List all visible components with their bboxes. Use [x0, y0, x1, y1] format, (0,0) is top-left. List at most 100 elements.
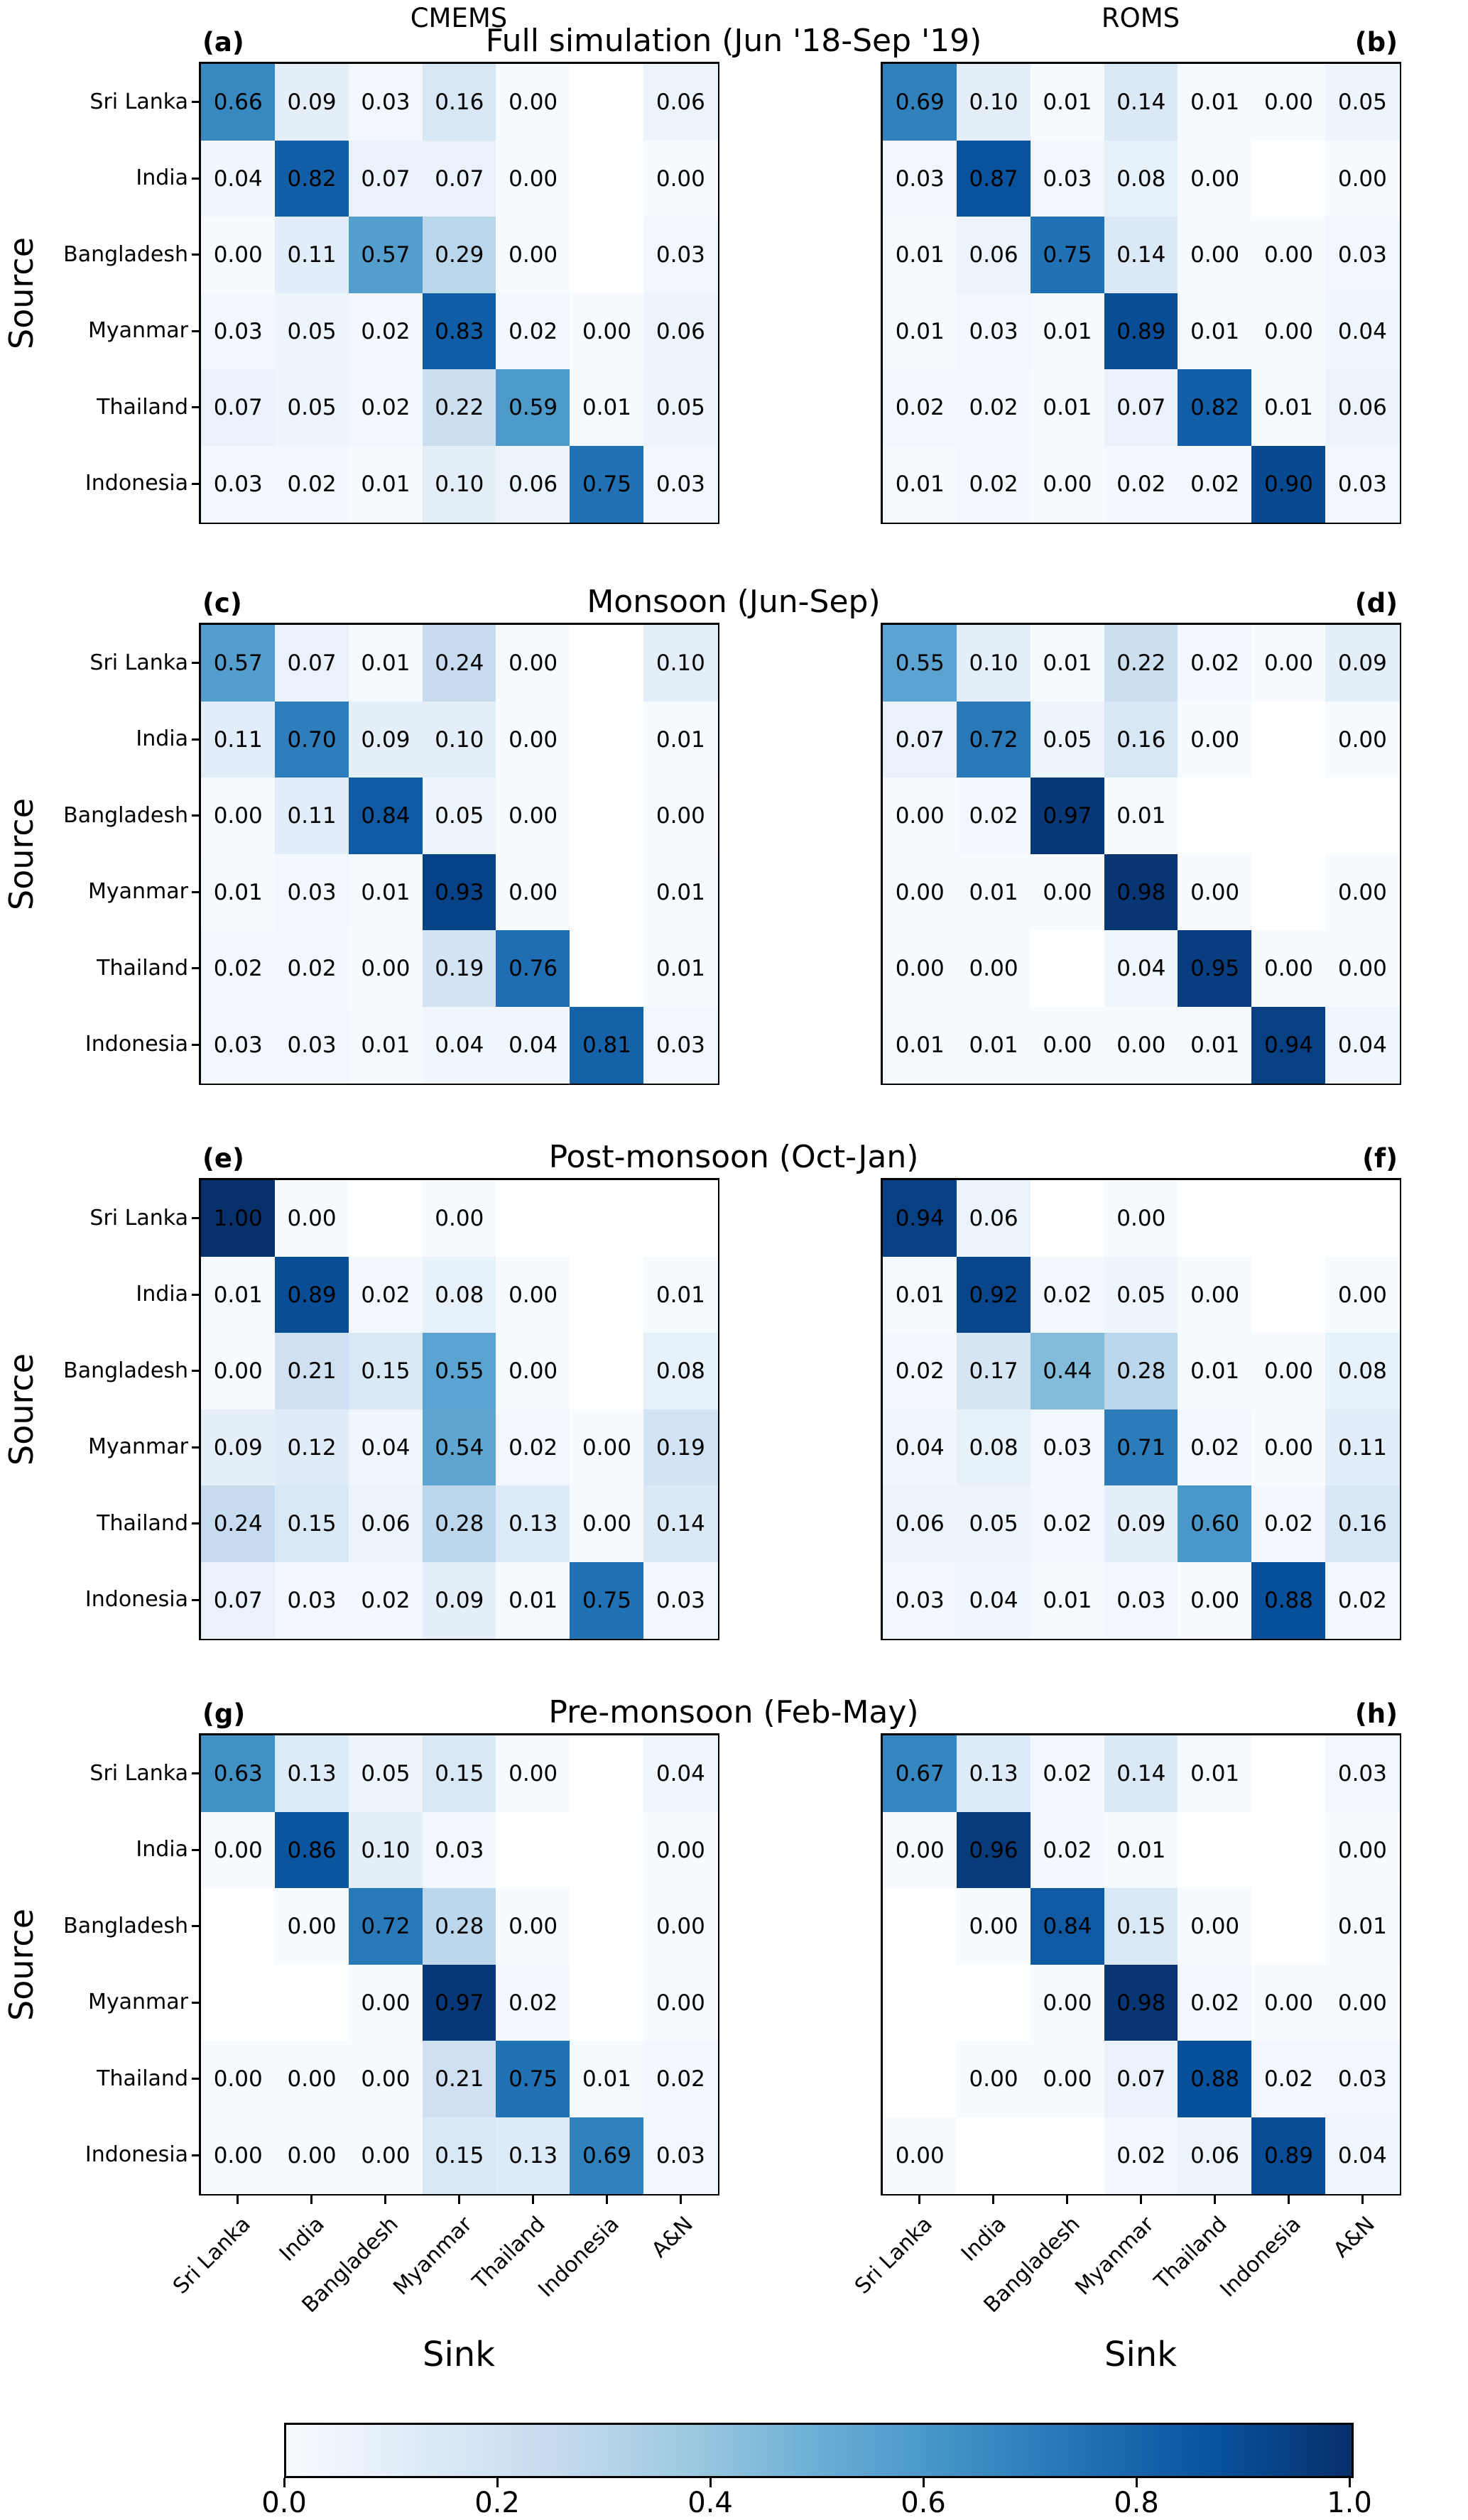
heatmap-cell	[1030, 2117, 1105, 2194]
heatmap-cell: 0.00	[1325, 853, 1400, 931]
ytick-label: India	[136, 1837, 188, 1862]
heatmap-cell: 0.00	[348, 2041, 423, 2118]
heatmap-cell: 0.67	[883, 1735, 957, 1813]
heatmap-cell: 0.00	[496, 1333, 570, 1410]
heatmap-cell: 0.15	[422, 2117, 497, 2194]
heatmap-cell: 0.00	[1178, 140, 1252, 217]
heatmap-cell: 0.00	[201, 2117, 276, 2194]
heatmap-cell	[570, 1888, 644, 1965]
heatmap-cell: 0.00	[348, 930, 423, 1008]
heatmap-cell: 0.00	[348, 2117, 423, 2194]
heatmap-cell: 0.01	[1178, 1735, 1252, 1813]
heatmap-cell: 0.00	[883, 2117, 957, 2194]
heatmap-cell: 0.24	[422, 625, 497, 702]
heatmap-cell: 0.92	[956, 1256, 1031, 1333]
ytick-label: Indonesia	[85, 1587, 188, 1613]
ytick-mark-icon	[192, 482, 199, 485]
heatmap-cell: 0.00	[1104, 1180, 1179, 1258]
heatmap-cell: 0.00	[643, 140, 718, 217]
ytick-label: Myanmar	[88, 1434, 188, 1460]
ytick-mark-icon	[192, 814, 199, 817]
ytick-mark-icon	[192, 253, 199, 256]
ytick-label: Sri Lanka	[89, 650, 188, 675]
heatmap-cell	[883, 1888, 957, 1965]
heatmap-cell: 0.84	[1030, 1888, 1105, 1965]
season-title: Post-monsoon (Oct-Jan)	[548, 1139, 919, 1175]
heatmap-cell: 0.06	[883, 1485, 957, 1563]
heatmap-cell	[570, 853, 644, 931]
heatmap-cell: 0.15	[348, 1333, 423, 1410]
heatmap-cell: 0.00	[1251, 625, 1326, 702]
ytick-label: Bangladesh	[63, 802, 188, 828]
ytick-label: India	[136, 165, 188, 191]
heatmap-cell: 0.15	[1104, 1888, 1179, 1965]
heatmap-cell: 0.01	[1178, 1333, 1252, 1410]
heatmap-cell: 0.02	[1104, 445, 1179, 523]
heatmap-cell: 0.57	[201, 625, 276, 702]
heatmap-cell: 0.13	[956, 1735, 1031, 1813]
heatmap-cell: 0.89	[1104, 293, 1179, 370]
ytick-mark-icon	[192, 2154, 199, 2156]
heatmap-cell: 0.95	[1178, 930, 1252, 1008]
heatmap-cell: 0.88	[1251, 1561, 1326, 1639]
heatmap-cell: 0.04	[883, 1409, 957, 1486]
xtick-mark-icon	[310, 2196, 313, 2204]
heatmap-cell: 0.04	[1325, 293, 1400, 370]
xtick-mark-icon	[1361, 2196, 1364, 2204]
heatmap-cell: 0.75	[570, 445, 644, 523]
heatmap-cell: 0.00	[570, 1409, 644, 1486]
heatmap-cell: 0.14	[643, 1485, 718, 1563]
heatmap-cell: 0.01	[643, 701, 718, 778]
y-axis-label-source: Source	[2, 1908, 40, 2021]
heatmap-cell: 0.02	[956, 445, 1031, 523]
column-header-roms: ROMS	[1101, 3, 1180, 33]
heatmap-cell	[570, 140, 644, 217]
xtick-mark-icon	[992, 2196, 995, 2204]
heatmap-cell: 0.05	[348, 1735, 423, 1813]
ytick-mark-icon	[192, 406, 199, 409]
heatmap-cell: 0.02	[1325, 1561, 1400, 1639]
colorbar-tick-label: 0.4	[687, 2487, 733, 2519]
heatmap-cell: 0.05	[422, 778, 497, 855]
xtick-mark-icon	[1066, 2196, 1069, 2204]
heatmap-cell: 0.00	[956, 1888, 1031, 1965]
heatmap-cell: 0.00	[1178, 1888, 1252, 1965]
heatmap-panel-h: 0.67 0.13 0.02 0.14 0.01 0.03 0.00 0.96 0.02 0.01…	[881, 1733, 1401, 2196]
heatmap-cell: 0.98	[1104, 853, 1179, 931]
heatmap-cell: 0.87	[956, 140, 1031, 217]
heatmap-cell: 0.01	[570, 2041, 644, 2118]
heatmap-cell: 0.08	[1104, 140, 1179, 217]
heatmap-cell: 0.00	[1251, 930, 1326, 1008]
heatmap-cell: 0.69	[883, 64, 957, 141]
heatmap-cell	[1030, 930, 1105, 1008]
heatmap-cell: 0.02	[1178, 1409, 1252, 1486]
ytick-mark-icon	[192, 1217, 199, 1220]
heatmap-cell: 0.00	[1251, 293, 1326, 370]
heatmap-panel-g: 0.63 0.13 0.05 0.15 0.00 0.04 0.00 0.86 0.10 0.03…	[199, 1733, 719, 2196]
heatmap-cell: 0.00	[1178, 701, 1252, 778]
heatmap-cell: 0.22	[1104, 625, 1179, 702]
heatmap-cell: 0.01	[348, 625, 423, 702]
heatmap-cell	[1251, 1735, 1326, 1813]
ytick-mark-icon	[192, 1772, 199, 1775]
heatmap-cell	[883, 1964, 957, 2041]
heatmap-cell: 0.01	[201, 1256, 276, 1333]
heatmap-cell: 0.00	[1325, 1811, 1400, 1889]
heatmap-cell: 0.02	[496, 1409, 570, 1486]
heatmap-cell: 0.01	[1178, 1006, 1252, 1084]
heatmap-cell: 0.06	[1178, 2117, 1252, 2194]
heatmap-cell: 0.02	[348, 1561, 423, 1639]
xtick-mark-icon	[236, 2196, 239, 2204]
season-title: Monsoon (Jun-Sep)	[587, 584, 881, 620]
heatmap-cell: 0.02	[883, 1333, 957, 1410]
heatmap-cell: 0.01	[883, 1256, 957, 1333]
heatmap-cell: 0.88	[1178, 2041, 1252, 2118]
heatmap-cell: 0.01	[1030, 1561, 1105, 1639]
colorbar-tick-icon	[283, 2478, 286, 2487]
heatmap-cell	[570, 64, 644, 141]
heatmap-cell: 0.01	[643, 853, 718, 931]
ytick-label: Thailand	[97, 1510, 188, 1536]
heatmap-cell: 0.02	[1030, 1811, 1105, 1889]
xtick-mark-icon	[1287, 2196, 1290, 2204]
heatmap-cell: 0.02	[643, 2041, 718, 2118]
